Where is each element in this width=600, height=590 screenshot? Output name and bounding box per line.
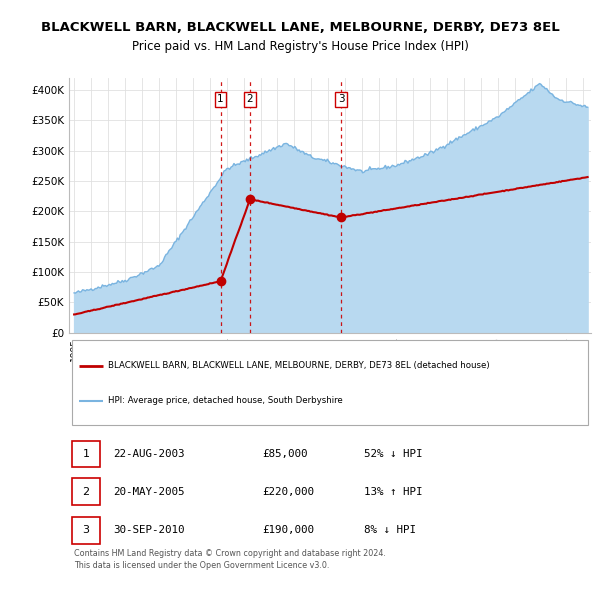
Text: 8% ↓ HPI: 8% ↓ HPI bbox=[364, 525, 416, 535]
Text: 3: 3 bbox=[338, 94, 344, 104]
Text: BLACKWELL BARN, BLACKWELL LANE, MELBOURNE, DERBY, DE73 8EL: BLACKWELL BARN, BLACKWELL LANE, MELBOURN… bbox=[41, 21, 559, 34]
Text: £190,000: £190,000 bbox=[262, 525, 314, 535]
Text: 1: 1 bbox=[217, 94, 224, 104]
FancyBboxPatch shape bbox=[71, 340, 589, 425]
Text: 2: 2 bbox=[82, 487, 89, 497]
Text: 30-SEP-2010: 30-SEP-2010 bbox=[113, 525, 185, 535]
Text: £85,000: £85,000 bbox=[262, 449, 308, 459]
Text: 3: 3 bbox=[82, 525, 89, 535]
Text: HPI: Average price, detached house, South Derbyshire: HPI: Average price, detached house, Sout… bbox=[108, 396, 343, 405]
Text: 1: 1 bbox=[82, 449, 89, 459]
Text: Price paid vs. HM Land Registry's House Price Index (HPI): Price paid vs. HM Land Registry's House … bbox=[131, 40, 469, 53]
Text: 22-AUG-2003: 22-AUG-2003 bbox=[113, 449, 185, 459]
Text: 20-MAY-2005: 20-MAY-2005 bbox=[113, 487, 185, 497]
FancyBboxPatch shape bbox=[71, 517, 100, 544]
Text: BLACKWELL BARN, BLACKWELL LANE, MELBOURNE, DERBY, DE73 8EL (detached house): BLACKWELL BARN, BLACKWELL LANE, MELBOURN… bbox=[108, 361, 490, 370]
Text: Contains HM Land Registry data © Crown copyright and database right 2024.
This d: Contains HM Land Registry data © Crown c… bbox=[74, 549, 386, 571]
FancyBboxPatch shape bbox=[71, 478, 100, 505]
Text: £220,000: £220,000 bbox=[262, 487, 314, 497]
FancyBboxPatch shape bbox=[71, 441, 100, 467]
Text: 52% ↓ HPI: 52% ↓ HPI bbox=[364, 449, 422, 459]
Text: 13% ↑ HPI: 13% ↑ HPI bbox=[364, 487, 422, 497]
Text: 2: 2 bbox=[247, 94, 253, 104]
